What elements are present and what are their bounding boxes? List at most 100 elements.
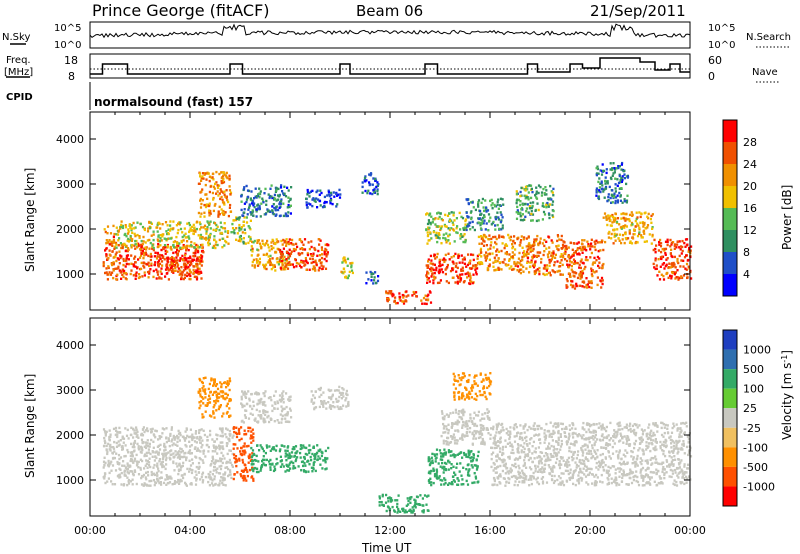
scatter-cell: [607, 195, 610, 199]
scatter-cell: [273, 420, 276, 423]
scatter-cell: [264, 404, 267, 407]
scatter-cell: [449, 454, 452, 457]
scatter-cell: [106, 232, 109, 235]
scatter-cell: [578, 263, 581, 266]
scatter-cell: [520, 208, 523, 211]
scatter-cell: [287, 262, 290, 265]
scatter-cell: [130, 262, 133, 265]
scatter-cell: [477, 410, 480, 414]
scatter-cell: [624, 224, 627, 227]
scatter-cell: [432, 469, 435, 473]
scatter-cell: [150, 470, 153, 474]
scatter-cell: [465, 453, 468, 457]
scatter-cell: [200, 277, 203, 280]
scatter-cell: [126, 249, 129, 253]
scatter-cell: [432, 481, 435, 485]
scatter-cell: [664, 252, 667, 255]
scatter-cell: [676, 260, 679, 263]
scatter-cell: [561, 263, 564, 267]
scatter-cell: [133, 244, 136, 247]
scatter-cell: [274, 402, 277, 406]
scatter-cell: [516, 261, 519, 264]
scatter-cell: [238, 226, 241, 230]
scatter-cell: [217, 392, 220, 395]
scatter-cell: [626, 194, 629, 197]
scatter-cell: [534, 260, 537, 263]
scatter-cell: [141, 225, 145, 229]
scatter-cell: [604, 179, 607, 183]
scatter-cell: [470, 253, 473, 256]
scatter-cell: [199, 395, 202, 398]
scatter-cell: [499, 197, 503, 200]
scatter-cell: [647, 217, 650, 220]
scatter-cell: [173, 260, 176, 263]
scatter-cell: [366, 191, 369, 195]
scatter-cell: [347, 404, 350, 407]
scatter-cell: [657, 258, 660, 261]
scatter-cell: [427, 260, 430, 263]
scatter-cell: [108, 445, 111, 448]
scatter-cell: [159, 270, 162, 273]
scatter-cell: [221, 226, 225, 230]
scatter-cell: [402, 296, 405, 299]
scatter-cell: [199, 235, 202, 239]
scatter-cell: [241, 390, 244, 393]
scatter-cell: [499, 211, 502, 214]
scatter-cell: [405, 510, 408, 514]
scatter-cell: [268, 463, 271, 466]
scatter-cell: [281, 417, 284, 420]
scatter-cell: [151, 427, 154, 431]
scatter-cell: [177, 468, 180, 471]
scatter-cell: [298, 238, 301, 241]
scatter-cell: [463, 256, 466, 259]
scatter-cell: [156, 238, 159, 241]
scatter-cell: [247, 390, 250, 393]
scatter-cell: [432, 275, 436, 278]
scatter-cell: [561, 256, 565, 259]
scatter-cell: [426, 294, 429, 298]
scatter-cell: [140, 447, 144, 451]
scatter-cell: [468, 452, 471, 455]
scatter-cell: [323, 257, 326, 261]
scatter-cell: [611, 201, 614, 204]
scatter-cell: [124, 259, 127, 263]
scatter-cell: [171, 483, 174, 486]
scatter-cell: [286, 214, 289, 218]
scatter-cell: [176, 265, 179, 268]
scatter-cell: [575, 272, 578, 275]
scatter-cell: [342, 395, 345, 398]
scatter-cell: [126, 464, 129, 467]
scatter-cell: [583, 285, 586, 289]
scatter-cell: [154, 481, 157, 484]
scatter-cell: [660, 255, 663, 259]
scatter-cell: [122, 257, 125, 261]
scatter-cell: [285, 259, 288, 262]
scatter-cell: [551, 191, 554, 194]
scatter-cell: [188, 459, 191, 462]
scatter-cell: [306, 188, 309, 192]
scatter-cell: [673, 247, 676, 250]
scatter-cell: [484, 228, 487, 231]
scatter-cell: [208, 394, 211, 397]
scatter-cell: [129, 234, 132, 238]
scatter-cell: [103, 444, 106, 448]
scatter-cell: [135, 428, 138, 431]
scatter-cell: [148, 226, 152, 230]
scatter-cell: [251, 435, 254, 438]
scatter-cell: [566, 263, 569, 266]
scatter-cell: [625, 212, 628, 216]
scatter-cell: [559, 261, 562, 264]
freq-trace: [90, 57, 690, 75]
scatter-cell: [391, 294, 394, 298]
scatter-cell: [442, 233, 445, 236]
nsky-label: N.Sky: [2, 32, 30, 43]
scatter-cell: [203, 215, 206, 218]
scatter-cell: [458, 280, 461, 283]
scatter-cell: [629, 240, 632, 243]
scatter-cell: [141, 459, 144, 463]
scatter-cell: [435, 255, 438, 259]
scatter-cell: [320, 191, 323, 195]
scatter-cell: [339, 193, 342, 196]
scatter-cell: [397, 509, 400, 513]
scatter-cell: [292, 464, 295, 468]
